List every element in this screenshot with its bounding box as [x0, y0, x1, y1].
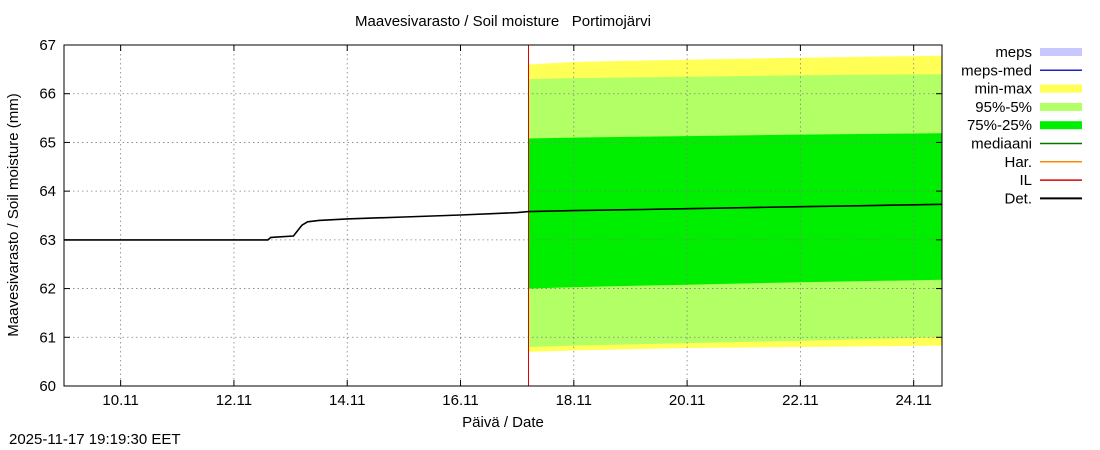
legend-swatch — [1040, 84, 1082, 93]
y-tick-label: 60 — [39, 378, 56, 395]
x-tick-label: 24.11 — [895, 392, 931, 409]
y-tick-label: 65 — [39, 134, 56, 151]
grid — [64, 45, 942, 386]
legend-label: 75%-25% — [967, 117, 1032, 134]
legend-label: 95%-5% — [975, 99, 1032, 116]
x-tick-label: 12.11 — [216, 392, 252, 409]
x-tick-label: 14.11 — [329, 392, 365, 409]
series-line-det- — [64, 203, 943, 241]
y-axis-label: Maavesivarasto / Soil moisture (mm) — [5, 93, 22, 336]
band-75%-25% — [528, 133, 942, 289]
x-tick-label: 18.11 — [556, 392, 592, 409]
x-tick-label: 20.11 — [669, 392, 705, 409]
legend-label: meps — [995, 44, 1032, 61]
y-tick-label: 67 — [39, 37, 56, 54]
y-tick-label: 62 — [39, 281, 56, 298]
timestamp: 2025-11-17 19:19:30 EET — [9, 431, 181, 448]
chart-title: Maavesivarasto / Soil moisture Portimojä… — [355, 13, 651, 30]
axis-ticks: 60 61 62 63 64 65 66 67 10.11 12.11 14.11 16.11 18.1… — [39, 37, 942, 409]
series-lines — [64, 203, 943, 241]
legend-label: meps-med — [961, 62, 1032, 79]
x-tick-label: 10.11 — [102, 392, 138, 409]
x-tick-label: 22.11 — [782, 392, 818, 409]
legend-label: Det. — [1004, 190, 1032, 207]
y-tick-label: 66 — [39, 86, 56, 103]
legend-swatch — [1040, 48, 1082, 56]
plot-frame — [63, 44, 943, 387]
legend-swatch — [1040, 121, 1082, 130]
legend-label: Har. — [1004, 154, 1032, 171]
y-tick-label: 63 — [39, 232, 56, 249]
legend-label: min-max — [974, 81, 1032, 98]
legend-label: mediaani — [971, 136, 1032, 153]
forecast-bands — [528, 55, 942, 352]
legend-swatch — [1040, 102, 1082, 111]
x-tick-label: 16.11 — [442, 392, 478, 409]
y-tick-label: 64 — [39, 183, 56, 200]
x-axis-label: Päivä / Date — [462, 414, 544, 431]
legend-label: IL — [1019, 172, 1032, 189]
y-tick-label: 61 — [39, 329, 56, 346]
